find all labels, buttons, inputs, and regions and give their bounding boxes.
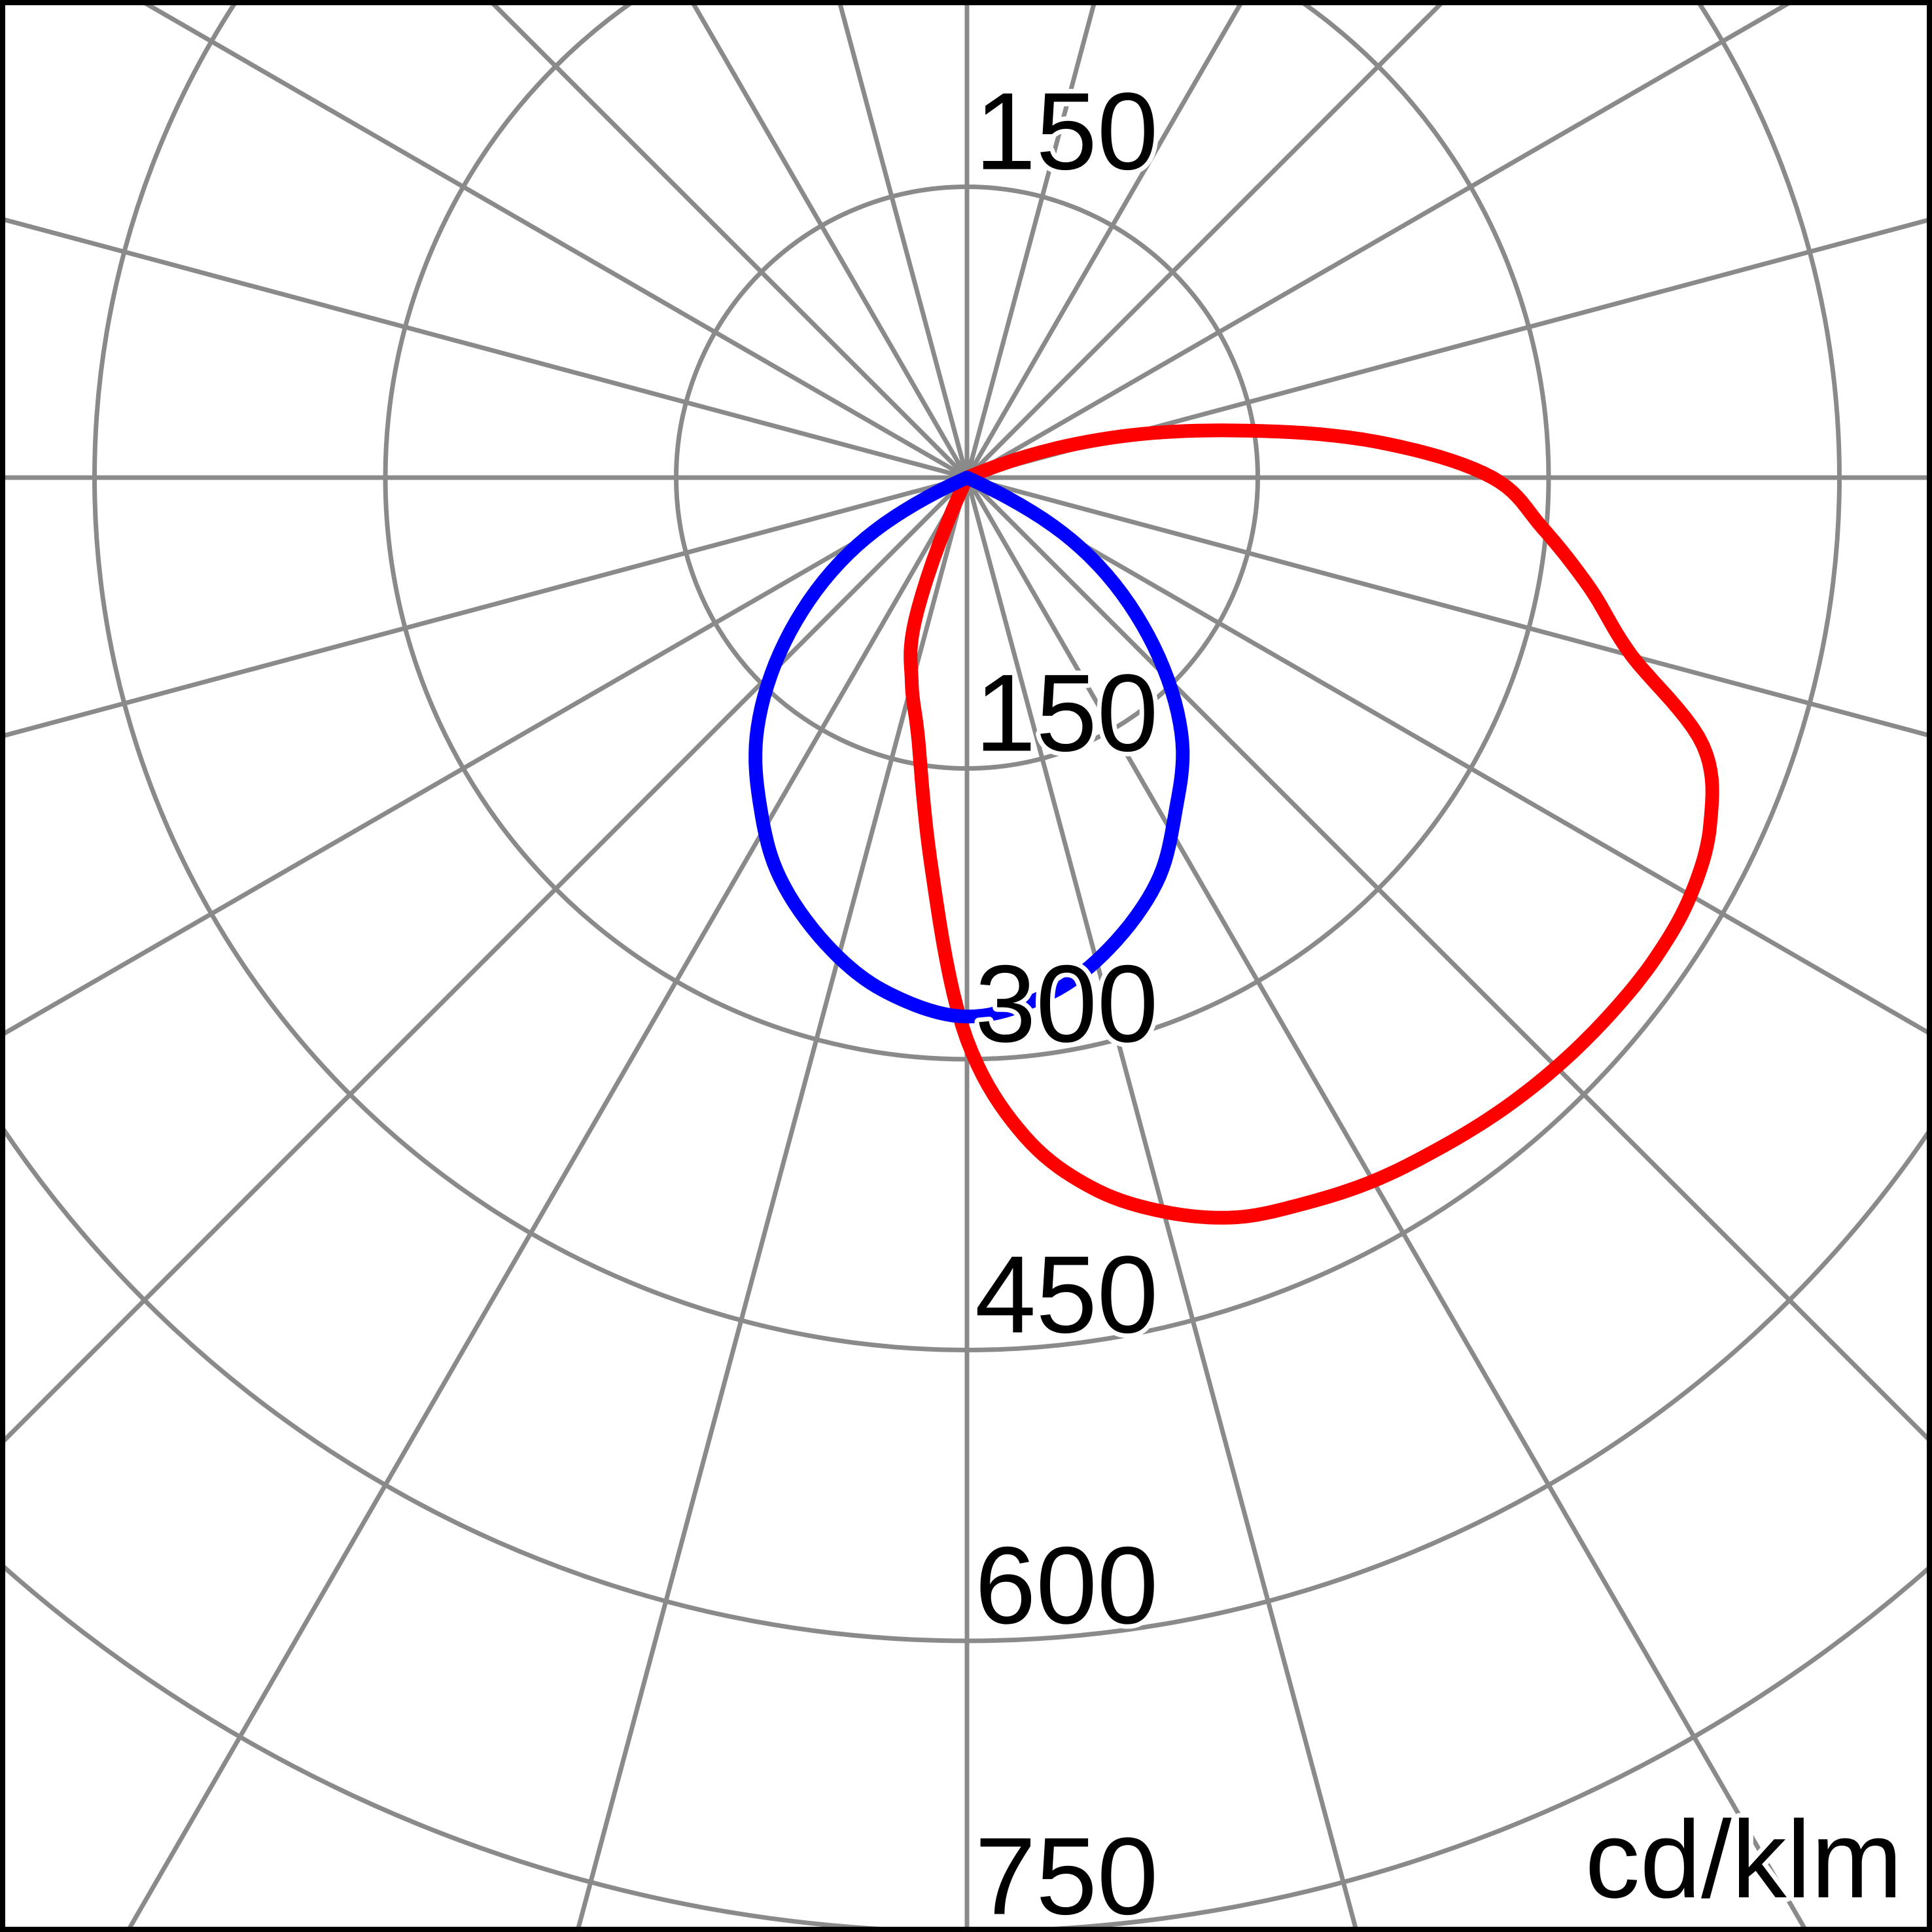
polar-grid-spoke — [964, 0, 1098, 478]
polar-grid-spoke — [0, 475, 968, 1039]
ring-label: 600 — [975, 1524, 1158, 1647]
blue-curve — [748, 470, 1190, 1024]
ring-label-top: 150 — [975, 70, 1158, 193]
polar-grid-spoke — [964, 477, 1360, 1932]
polar-grid-spoke — [486, 0, 969, 480]
unit-label: cd/klm — [1585, 1798, 1903, 1921]
red-curve — [904, 423, 1719, 1225]
polar-grid-spoke — [0, 216, 968, 480]
polar-grid-spoke — [966, 0, 1799, 480]
polar-grid-spoke — [965, 476, 1932, 1446]
polar-grid-spoke — [966, 475, 1932, 739]
polar-grid-spoke — [135, 0, 968, 480]
intensity-curves — [748, 423, 1719, 1225]
ring-value-labels: 150 300 450 600 750 150 — [970, 65, 1163, 1932]
polar-grid-spoke — [0, 476, 969, 1448]
polar-grid-spoke — [0, 475, 968, 739]
polar-grid-spoke — [688, 0, 970, 479]
ring-label: 750 — [975, 1815, 1158, 1932]
ring-label: 300 — [975, 942, 1158, 1065]
polar-grid-spoke — [836, 0, 970, 478]
polar-grid-spoke — [964, 0, 1246, 479]
polar-grid-spoke — [124, 476, 970, 1932]
polar-grid-spoke — [574, 477, 970, 1932]
polar-grid-spoke — [966, 217, 1932, 480]
polar-grid-spoke — [966, 475, 1932, 1038]
polar-grid-spoke — [964, 476, 1810, 1932]
polar-grid-spoke — [965, 0, 1448, 480]
ring-label: 150 — [975, 652, 1158, 775]
ring-label: 450 — [975, 1233, 1158, 1356]
